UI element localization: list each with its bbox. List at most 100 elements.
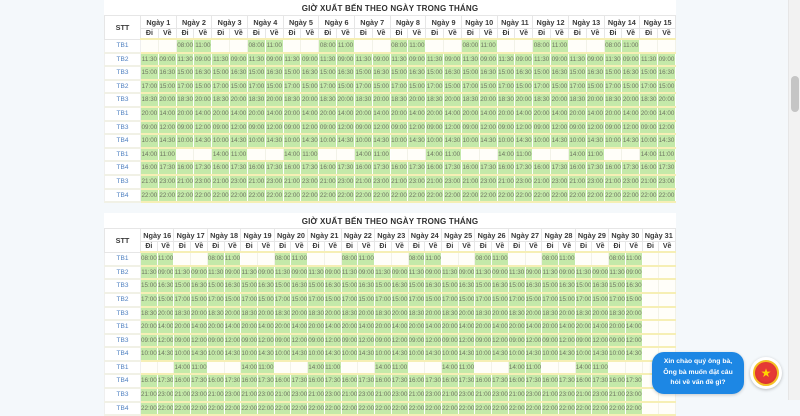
time-cell: 18:30 <box>176 93 194 107</box>
depart-subheader: Đi <box>390 29 408 40</box>
depart-subheader: Đi <box>426 29 444 40</box>
time-cell: 15:00 <box>575 279 592 293</box>
chat-widget[interactable]: Xin chào quý ông bà, Ông bà muốn đặt câu… <box>652 352 782 394</box>
time-cell: 17:30 <box>191 374 208 388</box>
time-cell: 11:30 <box>341 266 358 280</box>
time-cell: 09:00 <box>444 53 462 67</box>
time-cell: 10:00 <box>408 347 425 361</box>
time-cell: 15:00 <box>358 293 375 307</box>
time-cell: 22:00 <box>604 189 622 203</box>
empty-cell <box>408 361 425 375</box>
time-cell: 10:00 <box>141 134 159 148</box>
empty-cell <box>461 148 479 162</box>
time-cell: 17:00 <box>274 293 291 307</box>
empty-cell <box>408 148 426 162</box>
time-cell: 11:00 <box>358 252 375 266</box>
time-cell: 11:00 <box>492 252 509 266</box>
day-header: Ngày 23 <box>375 229 408 242</box>
time-cell: 08:00 <box>533 39 551 53</box>
return-subheader: Về <box>408 29 426 40</box>
chat-bubble[interactable]: Xin chào quý ông bà, Ông bà muốn đặt câu… <box>652 352 744 394</box>
time-cell: 22:00 <box>586 189 604 203</box>
time-cell: 12:00 <box>358 334 375 348</box>
time-cell: 17:30 <box>324 374 341 388</box>
time-cell: 20:00 <box>230 93 248 107</box>
time-cell: 14:00 <box>141 148 159 162</box>
time-cell: 20:00 <box>575 320 592 334</box>
time-cell: 16:00 <box>354 161 372 175</box>
time-cell: 10:00 <box>174 347 191 361</box>
time-cell: 14:30 <box>525 347 542 361</box>
time-cell: 20:00 <box>247 107 265 121</box>
time-cell: 16:00 <box>319 161 337 175</box>
time-cell: 16:30 <box>230 66 248 80</box>
time-cell: 09:00 <box>265 53 283 67</box>
empty-cell <box>475 361 492 375</box>
depart-subheader: Đi <box>212 29 230 40</box>
time-cell: 20:00 <box>354 107 372 121</box>
day-header: Ngày 28 <box>542 229 575 242</box>
time-cell: 22:00 <box>441 402 458 416</box>
time-cell: 22:00 <box>508 402 525 416</box>
time-cell: 20:00 <box>568 107 586 121</box>
time-cell: 10:00 <box>640 134 658 148</box>
time-cell: 22:00 <box>568 189 586 203</box>
time-cell: 09:00 <box>291 266 308 280</box>
empty-cell <box>319 148 337 162</box>
time-cell: 16:30 <box>492 279 509 293</box>
day-header: Ngày 10 <box>461 16 497 29</box>
time-cell: 17:00 <box>542 293 559 307</box>
day-header: Ngày 8 <box>390 16 426 29</box>
time-cell: 21:00 <box>141 175 159 189</box>
time-cell: 14:00 <box>622 107 640 121</box>
time-cell: 15:00 <box>158 80 176 94</box>
day-header: Ngày 27 <box>508 229 541 242</box>
empty-cell <box>609 361 626 375</box>
time-cell: 14:00 <box>408 107 426 121</box>
time-cell: 12:00 <box>558 334 575 348</box>
scrollbar[interactable] <box>788 0 800 400</box>
time-cell: 12:00 <box>551 121 569 135</box>
time-cell: 18:30 <box>497 93 515 107</box>
time-cell: 08:00 <box>542 252 559 266</box>
time-cell: 11:30 <box>542 266 559 280</box>
time-cell: 22:00 <box>258 402 275 416</box>
empty-cell <box>586 39 604 53</box>
time-cell: 16:00 <box>247 161 265 175</box>
time-cell: 09:00 <box>497 121 515 135</box>
time-cell: 15:00 <box>265 80 283 94</box>
time-cell: 12:00 <box>158 121 176 135</box>
time-cell: 17:00 <box>461 80 479 94</box>
time-cell: 10:00 <box>212 134 230 148</box>
time-cell: 22:00 <box>492 402 509 416</box>
empty-cell <box>479 148 497 162</box>
time-cell: 20:00 <box>542 320 559 334</box>
route-code: TB4 <box>105 402 141 416</box>
time-cell: 14:30 <box>658 134 676 148</box>
time-cell: 22:00 <box>426 189 444 203</box>
time-cell: 11:00 <box>515 148 533 162</box>
empty-cell <box>525 252 542 266</box>
time-cell: 14:00 <box>508 361 525 375</box>
time-cell: 09:00 <box>337 53 355 67</box>
scrollbar-thumb[interactable] <box>791 76 799 112</box>
empty-cell <box>391 252 408 266</box>
time-cell: 18:30 <box>354 93 372 107</box>
chat-avatar[interactable]: ★ <box>750 357 782 389</box>
depart-subheader: Đi <box>319 29 337 40</box>
time-cell: 17:30 <box>194 161 212 175</box>
return-subheader: Về <box>194 29 212 40</box>
return-subheader: Về <box>444 29 462 40</box>
time-cell: 22:00 <box>337 189 355 203</box>
time-cell: 16:00 <box>408 374 425 388</box>
time-cell: 16:30 <box>658 66 676 80</box>
time-cell: 21:00 <box>354 175 372 189</box>
time-cell: 14:00 <box>640 148 658 162</box>
time-cell: 21:00 <box>426 175 444 189</box>
route-code: TB2 <box>105 293 141 307</box>
time-cell: 22:00 <box>497 189 515 203</box>
time-cell: 15:00 <box>408 80 426 94</box>
